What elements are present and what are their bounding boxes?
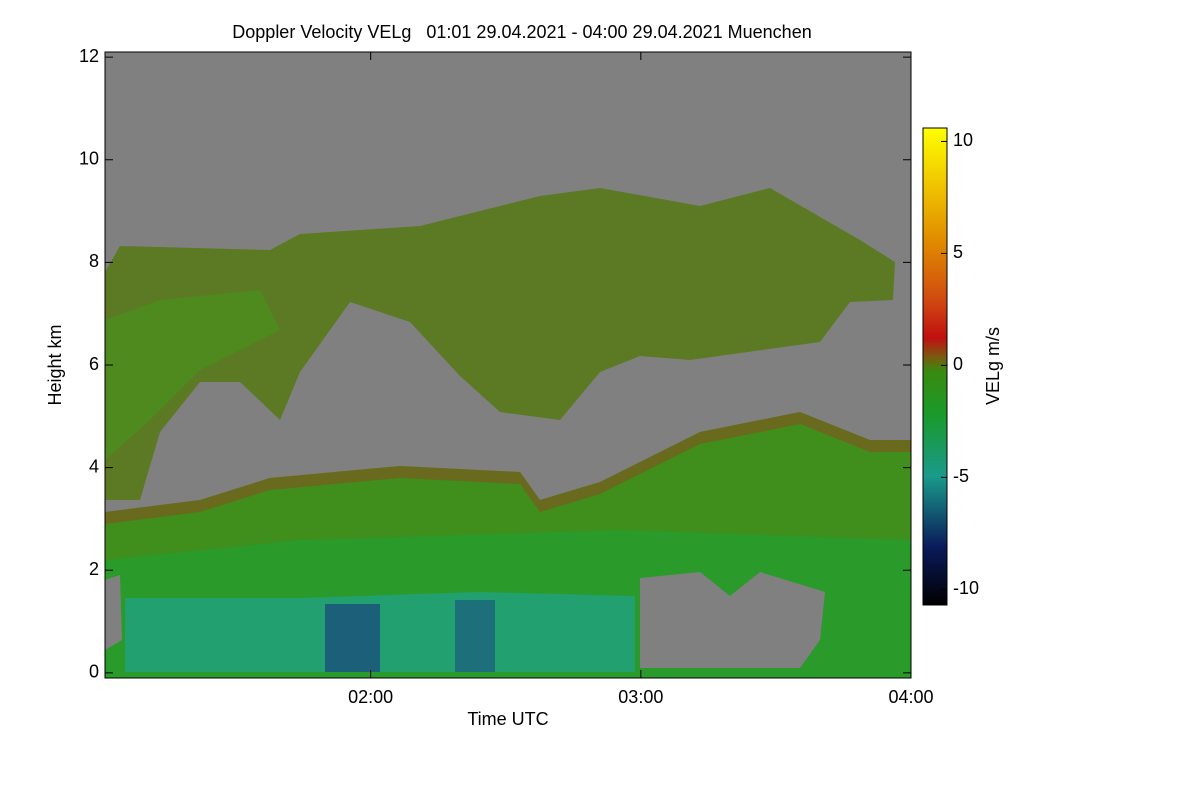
x-tick-label: 03:00 [618, 687, 663, 707]
x-axis-label: Time UTC [467, 709, 548, 729]
x-tick-label: 04:00 [888, 687, 933, 707]
colorbar [922, 127, 948, 606]
chart-title: Doppler Velocity VELg 01:01 29.04.2021 -… [232, 22, 811, 42]
colorbar-tick-label: 0 [953, 354, 963, 374]
y-tick-label: 4 [89, 456, 99, 476]
y-axis-label: Height km [45, 324, 65, 405]
colorbar-tick-label: -10 [953, 578, 979, 598]
heatmap-field [105, 52, 911, 678]
y-tick-label: 8 [89, 251, 99, 271]
y-tick-label: 0 [89, 662, 99, 682]
y-tick-label: 12 [79, 46, 99, 66]
x-tick-label: 02:00 [348, 687, 393, 707]
colorbar-tick-label: 10 [953, 130, 973, 150]
y-tick-label: 2 [89, 559, 99, 579]
colorbar-label: VELg m/s [983, 327, 1003, 405]
colorbar-tick-label: 5 [953, 242, 963, 262]
colorbar-tick-label: -5 [953, 466, 969, 486]
y-tick-label: 10 [79, 149, 99, 169]
y-tick-label: 6 [89, 354, 99, 374]
